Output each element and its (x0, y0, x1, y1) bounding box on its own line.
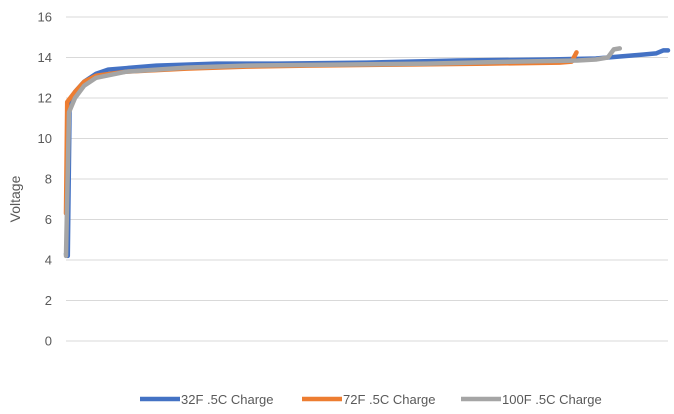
y-tick-label: 2 (45, 293, 52, 308)
y-tick-labels: 0 2 4 6 8 10 12 14 16 (38, 10, 52, 349)
legend-label-3: 100F .5C Charge (502, 392, 602, 407)
y-tick-label: 8 (45, 172, 52, 187)
y-axis-title: Voltage (7, 175, 23, 222)
legend-label-2: 72F .5C Charge (343, 392, 436, 407)
series-lines (63, 46, 671, 259)
y-tick-label: 4 (45, 253, 52, 268)
legend: 32F .5C Charge 72F .5C Charge 100F .5C Cha… (140, 392, 602, 407)
series-line-1 (63, 48, 671, 259)
series-line-2 (63, 50, 579, 216)
y-tick-label: 12 (38, 91, 52, 106)
y-tick-label: 16 (38, 10, 52, 25)
y-tick-label: 6 (45, 212, 52, 227)
legend-label-1: 32F .5C Charge (181, 392, 274, 407)
series-line-3 (63, 46, 623, 259)
y-tick-label: 10 (38, 131, 52, 146)
y-tick-label: 0 (45, 334, 52, 349)
y-tick-label: 14 (38, 50, 52, 65)
gridlines (66, 16, 668, 342)
